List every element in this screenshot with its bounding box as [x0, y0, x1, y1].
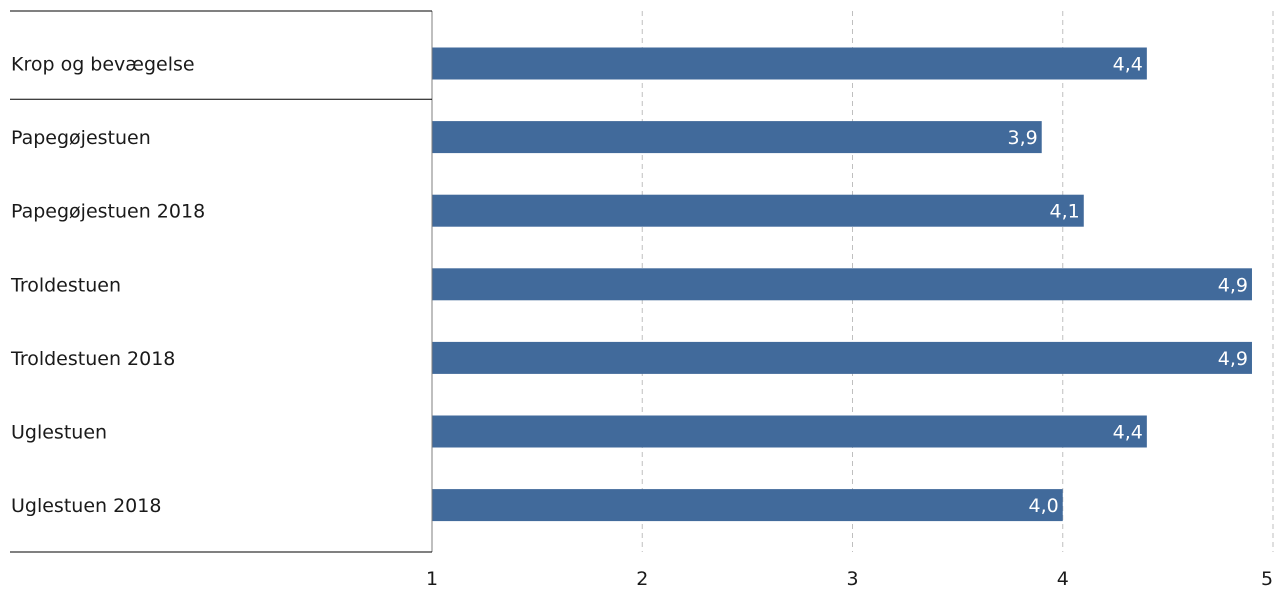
category-label-2: Papegøjestuen — [11, 127, 151, 149]
x-tick-label-2: 2 — [636, 568, 648, 590]
bar-value-label-6: 4,4 — [1113, 422, 1143, 444]
bar-2 — [432, 121, 1042, 154]
category-labels: Krop og bevægelse Papegøjestuen Papegøjest… — [10, 54, 205, 518]
bar-value-label-4: 4,9 — [1218, 274, 1248, 296]
bar-7 — [432, 489, 1063, 522]
x-tick-label-5: 5 — [1261, 568, 1273, 590]
bar-4 — [432, 268, 1252, 301]
x-tick-labels: 1 2 3 4 5 — [426, 568, 1273, 590]
bar-value-label-2: 3,9 — [1008, 127, 1038, 149]
bar-value-label-5: 4,9 — [1218, 348, 1248, 370]
x-tick-label-4: 4 — [1057, 568, 1069, 590]
bar-6 — [432, 415, 1147, 448]
category-label-1: Krop og bevægelse — [11, 54, 195, 76]
bar-value-label-1: 4,4 — [1113, 54, 1143, 76]
bars: 4,4 3,9 4,1 4,9 4,9 4,4 4,0 — [432, 47, 1252, 522]
bar-3 — [432, 194, 1084, 227]
x-tick-label-1: 1 — [426, 568, 438, 590]
bar-1 — [432, 47, 1147, 80]
bar-5 — [432, 341, 1252, 374]
x-tick-label-3: 3 — [846, 568, 858, 590]
category-label-4: Troldestuen — [10, 274, 121, 296]
bar-value-label-3: 4,1 — [1050, 201, 1080, 223]
category-label-5: Troldestuen 2018 — [10, 348, 175, 370]
axes — [10, 10, 433, 553]
category-label-6: Uglestuen — [11, 422, 107, 444]
category-label-3: Papegøjestuen 2018 — [11, 201, 205, 223]
bar-value-label-7: 4,0 — [1029, 495, 1059, 517]
category-label-7: Uglestuen 2018 — [11, 495, 161, 517]
